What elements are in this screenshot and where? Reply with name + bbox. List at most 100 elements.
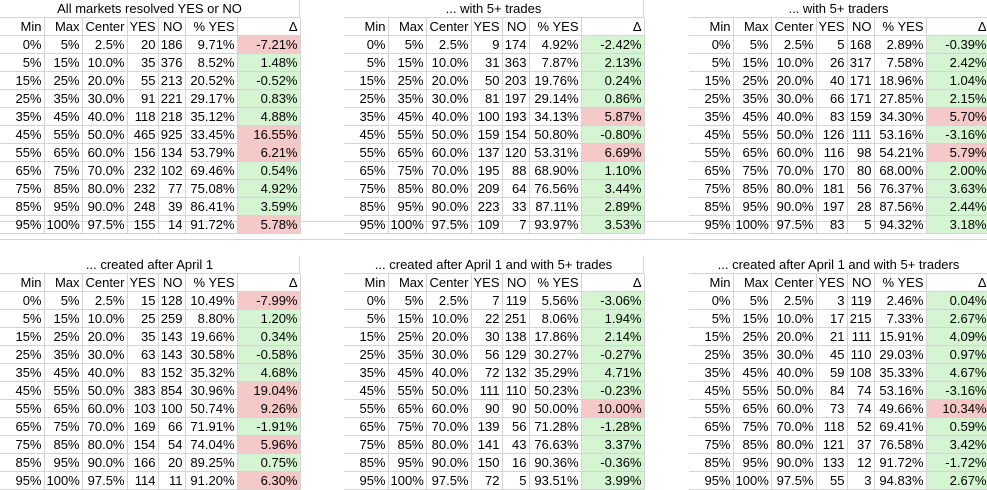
table-cell: 45% bbox=[344, 381, 389, 400]
summary-table-5: ... created after April 1 and with 5+ tr… bbox=[344, 256, 645, 490]
delta-cell: 4.68% bbox=[237, 363, 301, 382]
table-cell: 29.03% bbox=[874, 345, 927, 364]
table-cell: 19.66% bbox=[185, 327, 238, 346]
table-cell: 5% bbox=[689, 309, 734, 328]
table-cell: 171 bbox=[847, 89, 875, 108]
table-row: 35% 45% 40.0% 59 108 35.33% 4.67% bbox=[689, 363, 987, 382]
table-cell: 33 bbox=[502, 197, 530, 216]
delta-cell: -1.28% bbox=[581, 417, 645, 436]
table-cell: 27.85% bbox=[874, 89, 927, 108]
table-cell: 108 bbox=[847, 363, 875, 382]
column-header: YES bbox=[816, 18, 848, 36]
column-header: Δ bbox=[926, 18, 987, 36]
summary-table-6: ... created after April 1 and with 5+ tr… bbox=[689, 256, 987, 490]
delta-cell: 4.67% bbox=[926, 363, 987, 382]
table-cell: 5 bbox=[502, 471, 530, 490]
table-cell: 70.0% bbox=[82, 417, 128, 436]
table-cell: 30.0% bbox=[82, 345, 128, 364]
table-row: 5% 15% 10.0% 26 317 7.58% 2.42% bbox=[689, 53, 987, 72]
table-cell: 60.0% bbox=[82, 399, 128, 418]
table-cell: 75% bbox=[344, 435, 389, 454]
table-cell: 248 bbox=[127, 197, 159, 216]
table-cell: 100% bbox=[388, 215, 427, 234]
table-row: 45% 55% 50.0% 111 110 50.23% -0.23% bbox=[344, 381, 645, 400]
table-cell: 45% bbox=[689, 125, 734, 144]
column-header: Center bbox=[82, 18, 128, 36]
table-cell: 116 bbox=[816, 143, 848, 162]
column-header: Center bbox=[771, 18, 817, 36]
table-cell: 50.0% bbox=[426, 381, 472, 400]
table-cell: 137 bbox=[471, 143, 503, 162]
table-cell: 197 bbox=[502, 89, 530, 108]
table-cell: 21 bbox=[816, 327, 848, 346]
delta-cell: 1.10% bbox=[581, 161, 645, 180]
table-cell: 43 bbox=[502, 435, 530, 454]
table-cell: 65% bbox=[0, 417, 45, 436]
delta-cell: 5.70% bbox=[926, 107, 987, 126]
column-header: Δ bbox=[237, 18, 301, 36]
table-cell: 95% bbox=[0, 471, 45, 490]
table-row: 95% 100% 97.5% 114 11 91.20% 6.30% bbox=[0, 471, 301, 490]
header-row: Min Max Center YES NO% YES Δ bbox=[0, 274, 301, 292]
table-cell: 66 bbox=[158, 417, 186, 436]
table-cell: 25% bbox=[733, 71, 772, 90]
table-cell: 138 bbox=[502, 327, 530, 346]
table-row: 5% 15% 10.0% 35 376 8.52% 1.48% bbox=[0, 53, 301, 72]
table-cell: 45% bbox=[44, 363, 83, 382]
table-cell: 30.0% bbox=[82, 89, 128, 108]
table-cell: 85% bbox=[733, 179, 772, 198]
table-row: 35% 45% 40.0% 83 159 34.30% 5.70% bbox=[689, 107, 987, 126]
table-cell: 53.79% bbox=[185, 143, 238, 162]
table-row: 55% 65% 60.0% 156 134 53.79% 6.21% bbox=[0, 143, 301, 162]
table-cell: 10.0% bbox=[426, 53, 472, 72]
table-cell: 55% bbox=[44, 381, 83, 400]
table-cell: 25% bbox=[344, 345, 389, 364]
column-header: Center bbox=[426, 18, 472, 36]
table-title: ... created after April 1 and with 5+ tr… bbox=[689, 256, 987, 274]
delta-cell: 2.89% bbox=[581, 197, 645, 216]
table-row: 75% 85% 80.0% 154 54 74.04% 5.96% bbox=[0, 435, 301, 454]
delta-cell: 0.83% bbox=[237, 89, 301, 108]
table-cell: 75% bbox=[689, 435, 734, 454]
table-cell: 9.71% bbox=[185, 35, 238, 54]
table-row: 25% 35% 30.0% 63 143 30.58% -0.58% bbox=[0, 345, 301, 364]
table-cell: 40.0% bbox=[82, 107, 128, 126]
table-row: 15% 25% 20.0% 21 111 15.91% 4.09% bbox=[689, 327, 987, 346]
table-row: 65% 75% 70.0% 170 80 68.00% 2.00% bbox=[689, 161, 987, 180]
delta-cell: 0.04% bbox=[926, 291, 987, 310]
summary-table-1: All markets resolved YES or NO Min Max Cent… bbox=[0, 0, 301, 234]
table-cell: 168 bbox=[847, 35, 875, 54]
data-grid: Min Max Center YES NO% YES Δ 0% 5% 2.5% 7 119 5.56%… bbox=[344, 274, 645, 490]
table-cell: 111 bbox=[847, 125, 875, 144]
table-cell: 76.56% bbox=[529, 179, 582, 198]
table-cell: 40.0% bbox=[426, 107, 472, 126]
table-cell: 35% bbox=[344, 363, 389, 382]
column-header: Δ bbox=[237, 274, 301, 292]
table-cell: 22 bbox=[471, 309, 503, 328]
table-row: 75% 85% 80.0% 232 77 75.08% 4.92% bbox=[0, 179, 301, 198]
table-title: ... with 5+ traders bbox=[689, 0, 987, 18]
table-cell: 75% bbox=[733, 417, 772, 436]
table-row: 35% 45% 40.0% 118 218 35.12% 4.88% bbox=[0, 107, 301, 126]
table-cell: 174 bbox=[502, 35, 530, 54]
table-cell: 85% bbox=[689, 197, 734, 216]
table-cell: 8.80% bbox=[185, 309, 238, 328]
table-cell: 155 bbox=[127, 215, 159, 234]
table-cell: 45 bbox=[816, 345, 848, 364]
table-cell: 95% bbox=[344, 215, 389, 234]
table-cell: 28 bbox=[847, 197, 875, 216]
column-header: Max bbox=[733, 274, 772, 292]
table-cell: 129 bbox=[502, 345, 530, 364]
table-cell: 71.91% bbox=[185, 417, 238, 436]
table-cell: 15 bbox=[127, 291, 159, 310]
table-cell: 120 bbox=[502, 143, 530, 162]
table-cell: 25% bbox=[388, 71, 427, 90]
table-cell: 317 bbox=[847, 53, 875, 72]
table-cell: 65% bbox=[0, 161, 45, 180]
table-cell: 133 bbox=[816, 453, 848, 472]
table-cell: 2.5% bbox=[82, 35, 128, 54]
table-cell: 80.0% bbox=[426, 435, 472, 454]
column-header: Max bbox=[388, 274, 427, 292]
table-cell: 159 bbox=[847, 107, 875, 126]
delta-cell: -2.42% bbox=[581, 35, 645, 54]
